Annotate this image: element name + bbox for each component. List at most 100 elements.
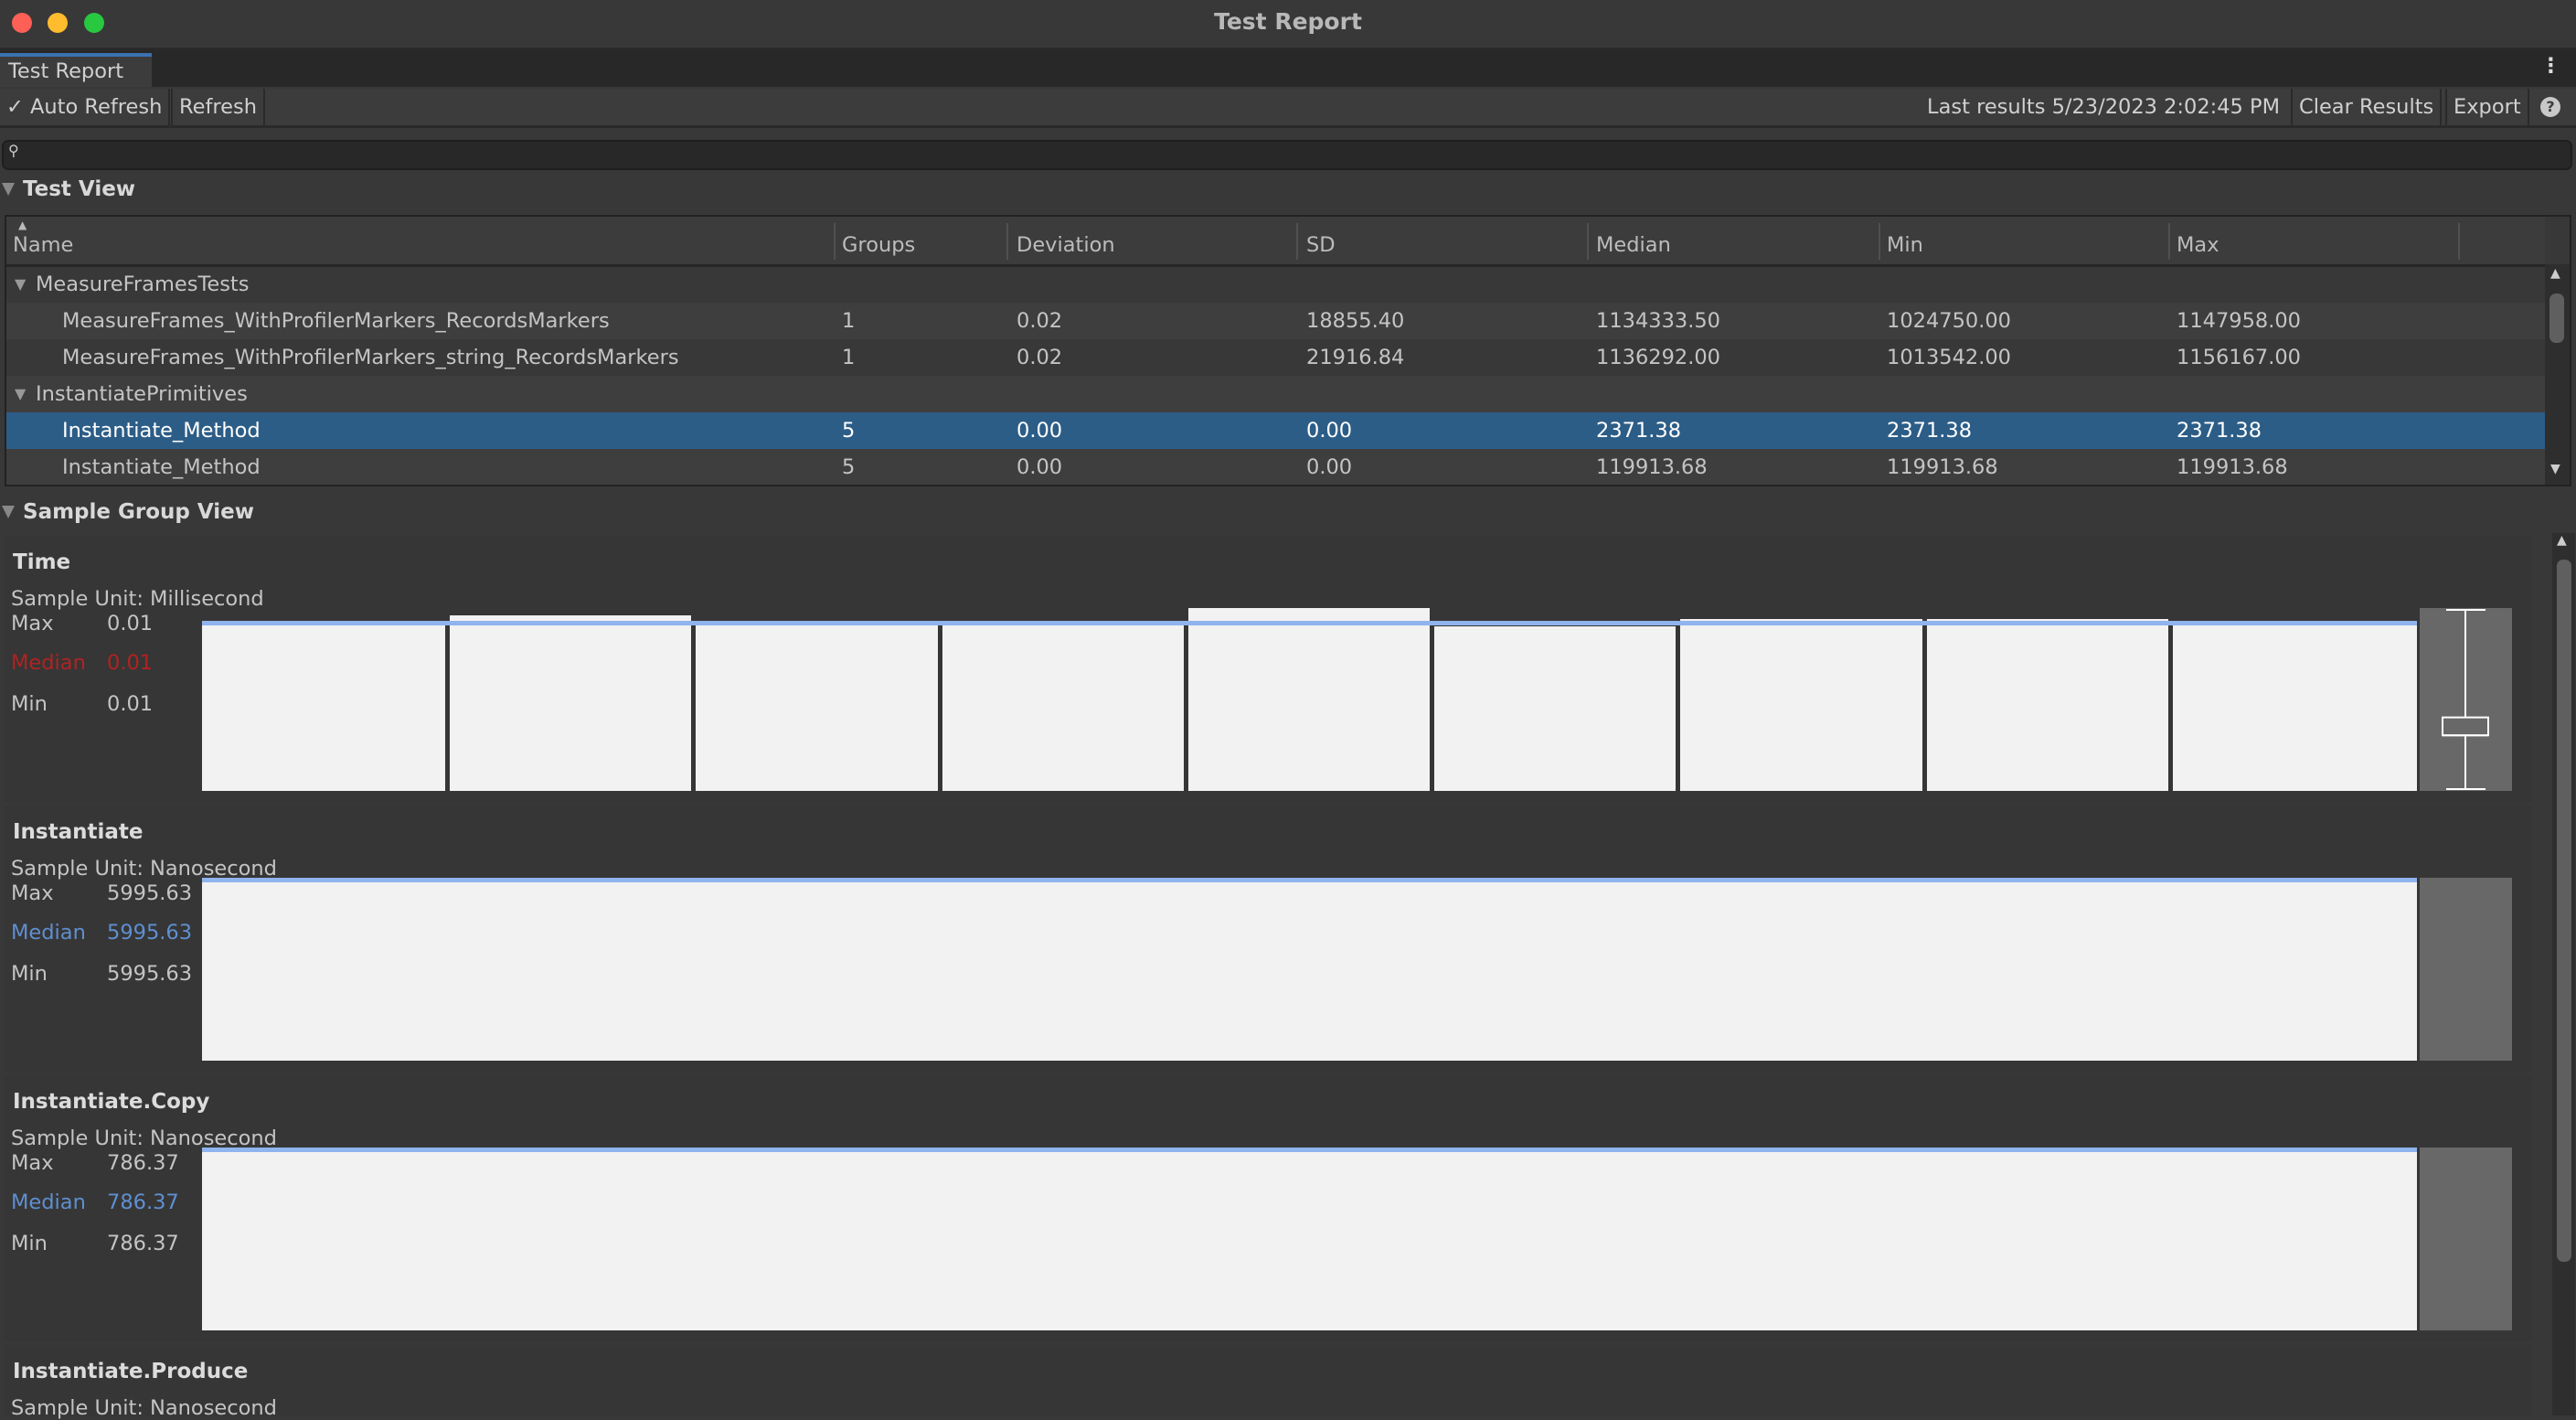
boxplot-panel bbox=[2420, 1148, 2512, 1330]
sample-group-view-title: Sample Group View bbox=[23, 500, 254, 524]
auto-refresh-toggle[interactable]: ✓ Auto Refresh bbox=[0, 89, 171, 125]
cell-max: 1156167.00 bbox=[2177, 346, 2301, 369]
cell-median: 1136292.00 bbox=[1596, 346, 1720, 369]
group-row[interactable]: ▼ MeasureFramesTests bbox=[6, 266, 2545, 303]
sample-bar bbox=[1680, 619, 1922, 791]
max-value: 786.37 bbox=[107, 1151, 179, 1175]
test-name: Instantiate_Method bbox=[62, 419, 261, 443]
toolbar: ✓ Auto Refresh Refresh Last results 5/23… bbox=[0, 89, 2576, 128]
cell-deviation: 0.02 bbox=[1017, 309, 1063, 333]
window-title: Test Report bbox=[1214, 8, 1362, 35]
column-groups[interactable]: Groups bbox=[842, 233, 916, 257]
column-deviation[interactable]: Deviation bbox=[1017, 233, 1115, 257]
boxplot-panel bbox=[2420, 878, 2512, 1061]
column-sd[interactable]: SD bbox=[1306, 233, 1336, 257]
column-median[interactable]: Median bbox=[1596, 233, 1671, 257]
search-input[interactable]: ⚲ bbox=[2, 140, 2572, 170]
min-value: 786.37 bbox=[107, 1232, 179, 1255]
cell-deviation: 0.02 bbox=[1017, 346, 1063, 369]
column-max[interactable]: Max bbox=[2177, 233, 2219, 257]
sample-bar bbox=[942, 621, 1184, 791]
column-divider[interactable] bbox=[834, 223, 836, 260]
cell-min: 1024750.00 bbox=[1887, 309, 2011, 333]
foldout-triangle-icon[interactable]: ▼ bbox=[15, 385, 27, 402]
last-results-text: Last results 5/23/2023 2:02:45 PM bbox=[1927, 95, 2280, 119]
cell-median: 2371.38 bbox=[1596, 419, 1682, 443]
table-header: ▲ Name Groups Deviation SD Median Min Ma… bbox=[6, 217, 2545, 267]
test-name: MeasureFrames_WithProfilerMarkers_string… bbox=[62, 346, 679, 369]
scroll-up-icon[interactable]: ▲ bbox=[2557, 533, 2567, 548]
table-row[interactable]: Instantiate_Method 5 0.00 0.00 2371.38 2371.3… bbox=[6, 412, 2545, 449]
group-name: MeasureFramesTests bbox=[36, 272, 250, 296]
cell-median: 1134333.50 bbox=[1596, 309, 1720, 333]
group-row[interactable]: ▼ InstantiatePrimitives bbox=[6, 376, 2545, 412]
max-label: Max bbox=[11, 1151, 54, 1175]
clear-results-button[interactable]: Clear Results bbox=[2291, 89, 2443, 125]
sample-group-view-header[interactable]: Sample Group View bbox=[0, 500, 254, 529]
minimize-window-button[interactable] bbox=[48, 13, 68, 33]
column-name[interactable]: Name bbox=[13, 233, 74, 257]
sample-view-scrollbar[interactable]: ▲ bbox=[2552, 533, 2575, 1415]
max-value: 5995.63 bbox=[107, 881, 193, 905]
sample-bar bbox=[696, 621, 938, 791]
column-divider[interactable] bbox=[1006, 223, 1008, 260]
median-value: 786.37 bbox=[107, 1190, 179, 1214]
sample-unit: Sample Unit: Nanosecond bbox=[11, 857, 277, 881]
sample-group: Instantiate Sample Unit: Nanosecond Max 5… bbox=[5, 806, 2532, 1072]
export-button[interactable]: Export bbox=[2445, 89, 2529, 125]
scrollbar-thumb[interactable] bbox=[2549, 294, 2564, 343]
iqr-box bbox=[2442, 716, 2489, 737]
test-view-header[interactable]: Test View bbox=[0, 177, 135, 207]
refresh-button[interactable]: Refresh bbox=[171, 89, 265, 125]
column-divider[interactable] bbox=[2168, 223, 2170, 260]
scroll-down-icon[interactable]: ▼ bbox=[2550, 462, 2560, 476]
cell-min: 1013542.00 bbox=[1887, 346, 2011, 369]
sample-group-title: Instantiate bbox=[13, 820, 144, 844]
help-icon[interactable]: ? bbox=[2540, 97, 2560, 117]
table-row[interactable]: Instantiate_Method 5 0.00 0.00 119913.68 1199… bbox=[6, 449, 2545, 485]
median-value: 0.01 bbox=[107, 651, 154, 675]
sort-ascending-icon: ▲ bbox=[18, 219, 27, 231]
search-icon: ⚲ bbox=[8, 142, 19, 159]
sample-chart bbox=[202, 608, 2417, 791]
column-divider[interactable] bbox=[1879, 223, 1880, 260]
cell-groups: 1 bbox=[842, 346, 856, 369]
sample-unit: Sample Unit: Nanosecond bbox=[11, 1396, 277, 1420]
sample-bar bbox=[1926, 619, 2168, 791]
column-divider[interactable] bbox=[2458, 223, 2460, 260]
column-divider[interactable] bbox=[1587, 223, 1589, 260]
boxplot-panel bbox=[2420, 608, 2512, 791]
table-row[interactable]: MeasureFrames_WithProfilerMarkers_string… bbox=[6, 339, 2545, 376]
scrollbar-thumb[interactable] bbox=[2557, 560, 2571, 1262]
cell-max: 119913.68 bbox=[2177, 455, 2288, 479]
sample-group: Instantiate.Copy Sample Unit: Nanosecond… bbox=[5, 1075, 2532, 1341]
table-scrollbar[interactable]: ▲ ▼ bbox=[2545, 264, 2570, 485]
sample-unit: Sample Unit: Nanosecond bbox=[11, 1126, 277, 1150]
min-label: Min bbox=[11, 1232, 48, 1255]
cell-median: 119913.68 bbox=[1596, 455, 1708, 479]
cell-groups: 1 bbox=[842, 309, 856, 333]
cell-deviation: 0.00 bbox=[1017, 419, 1063, 443]
close-window-button[interactable] bbox=[12, 13, 32, 33]
scroll-up-icon[interactable]: ▲ bbox=[2550, 266, 2560, 281]
sample-bar bbox=[202, 621, 446, 791]
sample-group: Instantiate.Produce Sample Unit: Nanosec… bbox=[5, 1345, 2532, 1420]
foldout-triangle-icon bbox=[2, 506, 15, 518]
maximize-window-button[interactable] bbox=[84, 13, 104, 33]
sample-unit: Sample Unit: Millisecond bbox=[11, 587, 264, 611]
column-min[interactable]: Min bbox=[1887, 233, 1923, 257]
foldout-triangle-icon bbox=[2, 183, 15, 196]
table-row[interactable]: MeasureFrames_WithProfilerMarkers_Record… bbox=[6, 303, 2545, 339]
checkbox-checked-icon[interactable]: ✓ bbox=[6, 95, 24, 119]
sample-bar bbox=[1434, 626, 1677, 791]
column-divider[interactable] bbox=[1296, 223, 1298, 260]
tab-test-report[interactable]: Test Report bbox=[0, 53, 152, 87]
sample-chart bbox=[202, 1148, 2417, 1330]
boxplot bbox=[2442, 609, 2489, 790]
min-value: 0.01 bbox=[107, 692, 154, 716]
cell-groups: 5 bbox=[842, 455, 856, 479]
foldout-triangle-icon[interactable]: ▼ bbox=[15, 275, 27, 293]
more-options-icon[interactable]: ⋮ bbox=[2540, 54, 2561, 78]
cell-sd: 18855.40 bbox=[1306, 309, 1405, 333]
